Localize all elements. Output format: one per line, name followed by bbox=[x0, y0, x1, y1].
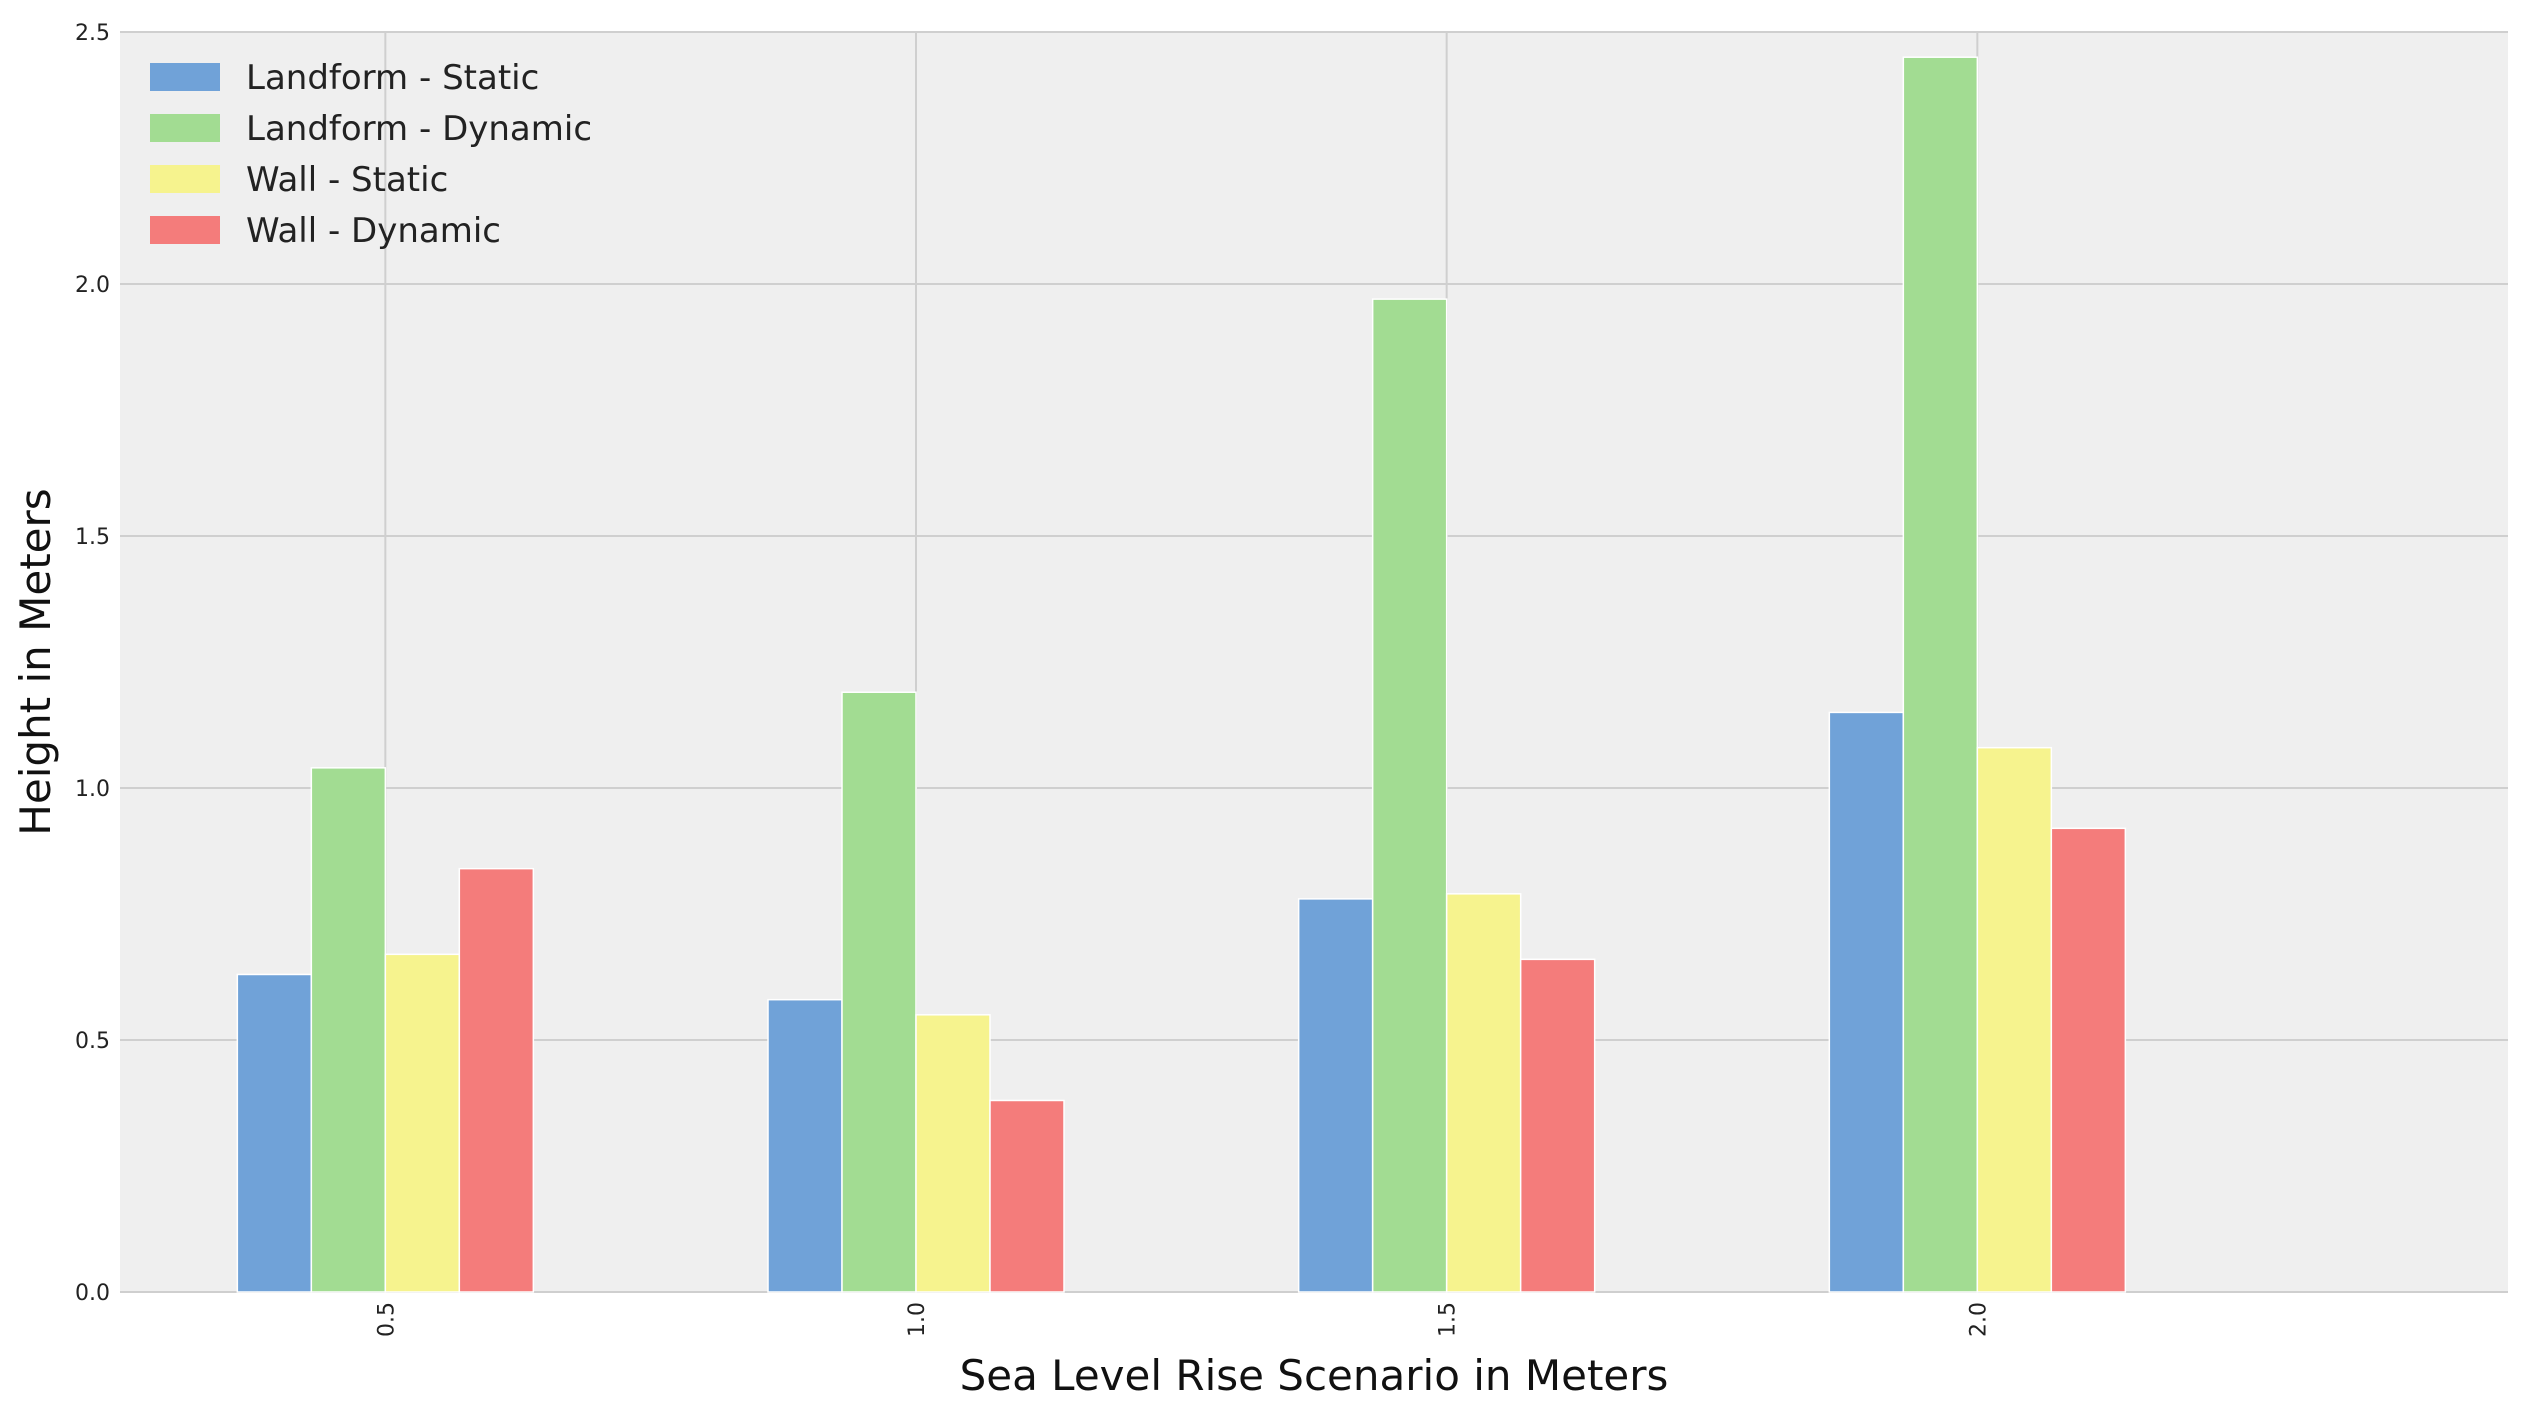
y-tick-label: 0.0 bbox=[75, 1281, 110, 1306]
bar bbox=[458, 867, 535, 1293]
bar bbox=[1902, 56, 1979, 1293]
x-tick-label: 1.0 bbox=[905, 1302, 930, 1337]
bar bbox=[989, 1099, 1065, 1293]
bar bbox=[1976, 746, 2053, 1293]
bar bbox=[2050, 827, 2127, 1293]
x-tick-label: 2.0 bbox=[1966, 1302, 1991, 1337]
y-tick-label: 2.0 bbox=[75, 273, 110, 298]
y-tick-label: 1.5 bbox=[75, 525, 110, 550]
x-tick-label: 1.5 bbox=[1436, 1302, 1461, 1337]
legend-label: Wall - Static bbox=[246, 160, 448, 200]
bar bbox=[841, 691, 917, 1293]
bar bbox=[1519, 958, 1596, 1293]
bar bbox=[1371, 298, 1448, 1293]
legend-label: Landform - Dynamic bbox=[246, 109, 592, 149]
y-axis-ticks: 0.0 0.5 1.0 1.5 2.0 2.5 bbox=[75, 21, 110, 1306]
bar bbox=[915, 1014, 991, 1293]
bars bbox=[236, 56, 2127, 1293]
y-axis-label: Height in Meters bbox=[11, 488, 60, 835]
bar bbox=[1828, 711, 1905, 1293]
legend-swatch bbox=[150, 165, 220, 193]
bar bbox=[384, 953, 461, 1293]
bar bbox=[236, 973, 313, 1293]
legend-label: Landform - Static bbox=[246, 58, 539, 98]
y-tick-label: 0.5 bbox=[75, 1029, 110, 1054]
y-tick-label: 1.0 bbox=[75, 777, 110, 802]
legend: Landform - Static Landform - Dynamic Wall … bbox=[150, 58, 592, 251]
y-tick-label: 2.5 bbox=[75, 21, 110, 46]
legend-swatch bbox=[150, 114, 220, 142]
legend-swatch bbox=[150, 63, 220, 91]
x-tick-label: 0.5 bbox=[374, 1302, 399, 1337]
legend-swatch bbox=[150, 216, 220, 244]
bar bbox=[1445, 893, 1522, 1293]
x-axis-ticks: 0.5 1.0 1.5 2.0 bbox=[374, 1302, 1991, 1337]
bar bbox=[310, 767, 387, 1293]
bar bbox=[1297, 898, 1374, 1293]
legend-label: Wall - Dynamic bbox=[246, 211, 501, 251]
x-axis-label: Sea Level Rise Scenario in Meters bbox=[960, 1351, 1669, 1400]
bar bbox=[767, 998, 843, 1293]
